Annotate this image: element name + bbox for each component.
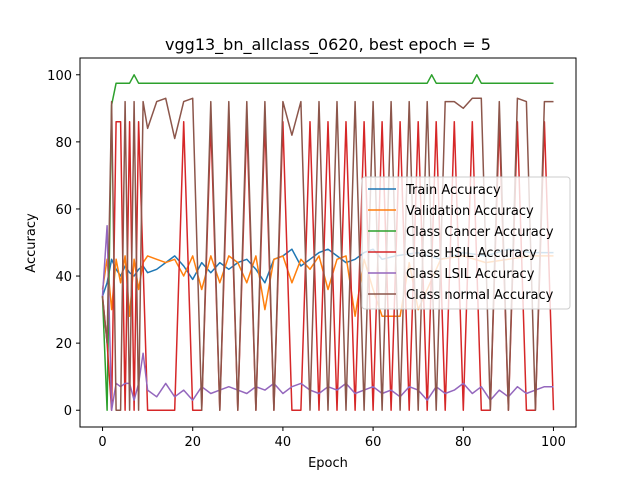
plot-frame — [79, 57, 577, 428]
series-line-3 — [101, 120, 555, 411]
y-axis: 0 20 40 60 80 100 — [47, 69, 80, 419]
y-axis-label: Accuracy — [24, 213, 39, 273]
legend: Train Accuracy Validation Accuracy Class C… — [361, 176, 571, 310]
series-layer — [101, 74, 555, 411]
legend-entry: Class HSIL Accuracy — [406, 246, 537, 261]
x-axis: 0 20 40 60 80 100 — [98, 427, 566, 450]
series-line-2 — [101, 74, 554, 411]
legend-entry: Class Cancer Accuracy — [406, 225, 554, 240]
chart-title: vgg13_bn_allclass_0620, best epoch = 5 — [165, 35, 491, 55]
x-tick-label: 0 — [98, 435, 106, 450]
x-tick-label: 20 — [184, 435, 201, 450]
y-tick-label: 0 — [64, 404, 72, 419]
x-tick-label: 40 — [275, 435, 292, 450]
x-axis-label: Epoch — [308, 456, 348, 471]
y-tick-label: 60 — [55, 203, 72, 218]
x-tick-label: 60 — [365, 435, 382, 450]
y-tick-label: 20 — [55, 337, 72, 352]
series-line-5 — [101, 97, 554, 411]
series-line-4 — [101, 224, 554, 411]
y-tick-label: 100 — [47, 69, 72, 84]
legend-entry: Train Accuracy — [405, 183, 501, 198]
legend-entry: Class LSIL Accuracy — [406, 267, 535, 282]
x-tick-label: 100 — [541, 435, 566, 450]
legend-box — [361, 176, 571, 310]
legend-entry: Class normal Accuracy — [406, 288, 554, 303]
y-tick-label: 40 — [55, 270, 72, 285]
y-tick-label: 80 — [55, 136, 72, 151]
x-tick-label: 80 — [455, 435, 472, 450]
legend-entry: Validation Accuracy — [406, 204, 534, 219]
